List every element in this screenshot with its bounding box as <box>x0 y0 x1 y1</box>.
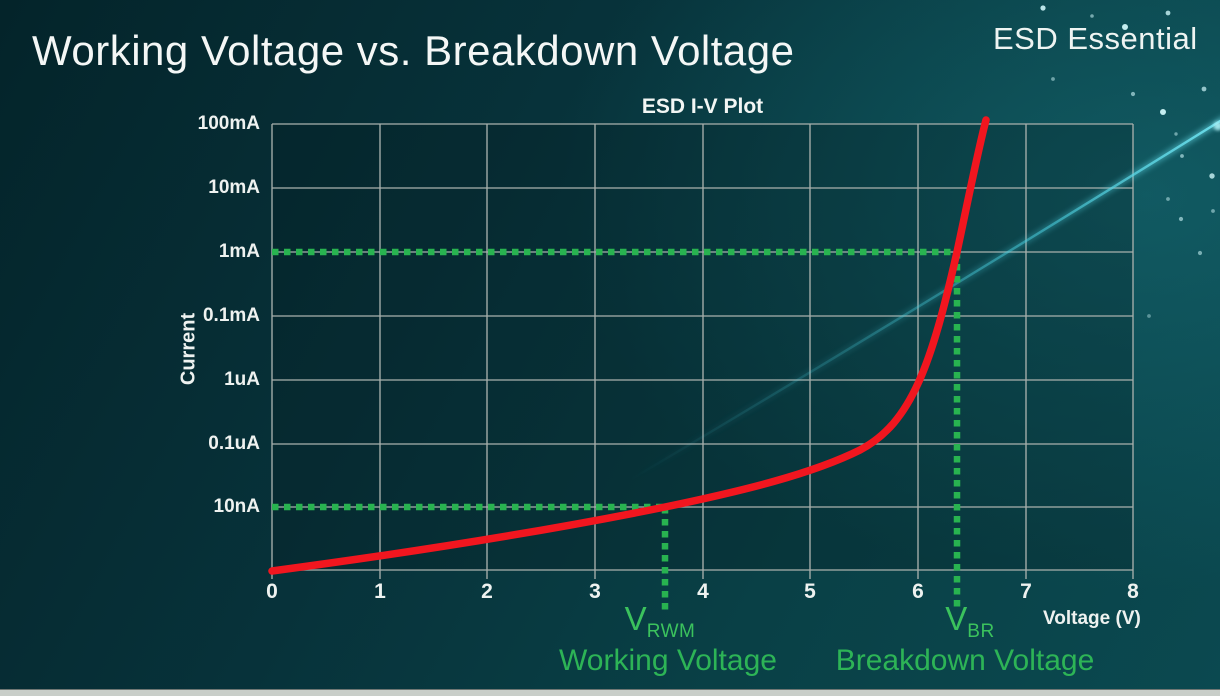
vbr-subscript: BR <box>967 621 995 642</box>
iv-curve <box>268 116 990 575</box>
vrwm-symbol: V <box>624 600 647 637</box>
x-axis-label: Voltage (V) <box>1043 608 1141 629</box>
y-tick-100mA: 100mA <box>197 113 260 134</box>
x-tick-6: 6 <box>912 580 924 603</box>
iv-plot <box>268 5 1220 612</box>
brand-watermark: ESD Essential <box>993 21 1198 56</box>
x-tick-4: 4 <box>697 580 709 603</box>
y-tick-1uA: 1uA <box>224 369 260 390</box>
y-tick-10nA: 10nA <box>213 496 260 517</box>
y-tick-0.1uA: 0.1uA <box>208 433 260 454</box>
vbr-symbol: V <box>945 600 968 637</box>
x-tick-0: 0 <box>266 580 278 603</box>
y-tick-10mA: 10mA <box>208 177 260 198</box>
background-swoosh <box>628 117 1220 483</box>
swoosh-glow-dot <box>1213 121 1220 131</box>
vbr-label: VBR <box>905 601 1035 650</box>
x-tick-2: 2 <box>481 580 493 603</box>
chart-title: ESD I-V Plot <box>641 95 764 118</box>
particle-dots <box>1040 5 1215 318</box>
y-tick-1mA: 1mA <box>218 241 260 262</box>
bottom-edge-bar <box>0 689 1220 696</box>
guide-lines-green-dotted <box>272 248 961 612</box>
x-tick-7: 7 <box>1020 580 1032 603</box>
x-tick-5: 5 <box>804 580 816 603</box>
x-tick-3: 3 <box>589 580 601 603</box>
vrwm-subscript: RWM <box>646 621 696 642</box>
x-axis-tick-marks <box>271 570 1134 579</box>
x-tick-1: 1 <box>374 580 386 603</box>
vrwm-label: VRWM <box>595 601 725 650</box>
slide-title: Working Voltage vs. Breakdown Voltage <box>32 27 795 74</box>
y-tick-0.1mA: 0.1mA <box>202 305 260 326</box>
x-tick-8: 8 <box>1127 580 1139 603</box>
breakdown-voltage-caption: Breakdown Voltage <box>835 644 1095 677</box>
working-voltage-caption: Working Voltage <box>559 644 777 677</box>
